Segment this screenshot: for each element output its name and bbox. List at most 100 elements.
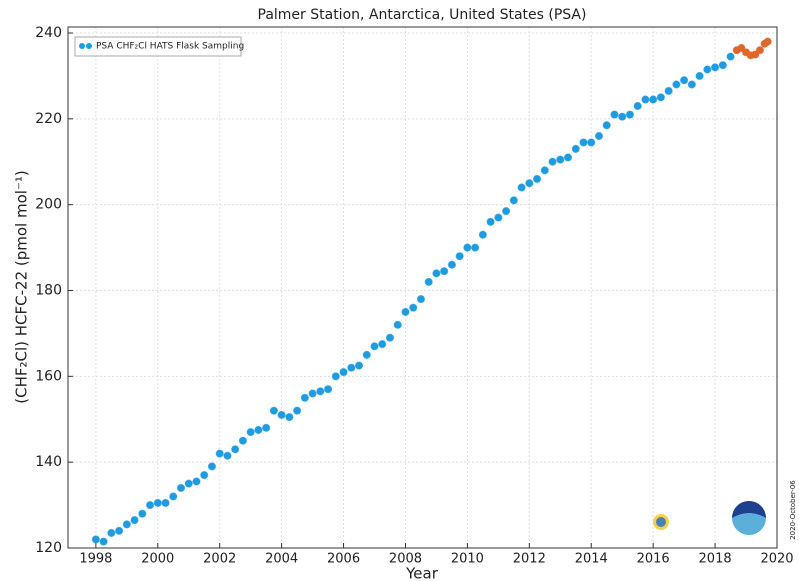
noaa-logo-top bbox=[732, 501, 766, 518]
data-point bbox=[486, 217, 495, 226]
data-point bbox=[633, 101, 642, 111]
data-point bbox=[501, 207, 511, 216]
data-point bbox=[695, 71, 704, 81]
y-tick-label: 220 bbox=[35, 111, 62, 127]
data-point bbox=[416, 294, 426, 304]
data-point bbox=[602, 121, 611, 130]
chart-title: Palmer Station, Antarctica, United State… bbox=[258, 7, 587, 23]
data-point bbox=[432, 269, 441, 278]
data-point bbox=[726, 52, 735, 61]
data-point bbox=[587, 138, 596, 147]
data-point bbox=[99, 537, 108, 546]
data-point bbox=[238, 436, 248, 445]
data-point bbox=[184, 479, 193, 488]
data-point bbox=[703, 65, 712, 74]
data-point bbox=[153, 498, 162, 508]
data-point bbox=[285, 413, 294, 422]
legend: PSA CHF₂Cl HATS Flask Sampling bbox=[74, 36, 244, 57]
x-tick-label: 2020 bbox=[760, 552, 793, 567]
x-tick-label: 2014 bbox=[575, 552, 608, 567]
data-point bbox=[300, 393, 309, 402]
data-point bbox=[680, 76, 689, 85]
data-point bbox=[316, 387, 325, 396]
data-point bbox=[525, 179, 534, 188]
data-point bbox=[362, 350, 371, 359]
y-tick-label: 180 bbox=[35, 283, 62, 299]
x-tick-label: 2018 bbox=[699, 552, 732, 567]
x-axis-label: Year bbox=[405, 565, 439, 581]
x-tick-label: 2002 bbox=[203, 552, 236, 567]
data-point bbox=[323, 385, 333, 394]
data-point bbox=[339, 367, 348, 377]
x-tick-label: 2006 bbox=[327, 552, 360, 567]
data-point bbox=[556, 155, 565, 164]
legend-box bbox=[74, 36, 242, 57]
x-tick-label: 2012 bbox=[513, 552, 546, 567]
data-point bbox=[532, 174, 542, 184]
data-point bbox=[610, 110, 619, 119]
data-point bbox=[447, 260, 457, 269]
data-point bbox=[409, 303, 418, 312]
data-point bbox=[455, 252, 464, 261]
data-point bbox=[463, 243, 472, 252]
data-point bbox=[625, 110, 635, 119]
data-point bbox=[215, 449, 224, 458]
date-stamp: 2020-October-06 bbox=[789, 480, 797, 540]
data-point bbox=[401, 307, 410, 317]
y-tick-label: 120 bbox=[35, 540, 62, 556]
data-point bbox=[347, 363, 356, 372]
data-point bbox=[687, 80, 696, 89]
data-point bbox=[262, 423, 271, 432]
data-point bbox=[269, 406, 278, 415]
y-tick-label: 240 bbox=[35, 25, 62, 41]
data-point bbox=[672, 80, 681, 89]
data-point bbox=[331, 372, 340, 381]
data-point bbox=[169, 492, 178, 501]
y-axis-label: (CHF₂Cl) HCFC-22 (pmol mol⁻¹) bbox=[13, 170, 31, 403]
data-point bbox=[548, 157, 557, 166]
x-tick-label: 2004 bbox=[265, 552, 298, 567]
data-point bbox=[308, 389, 317, 398]
x-tick-label: 1998 bbox=[79, 552, 112, 567]
data-point bbox=[755, 46, 765, 55]
data-point bbox=[471, 243, 480, 252]
data-point bbox=[246, 428, 255, 437]
data-point bbox=[145, 500, 155, 510]
y-tick-label: 200 bbox=[35, 197, 62, 213]
data-point bbox=[618, 112, 627, 121]
globe-logo bbox=[656, 517, 666, 527]
data-point bbox=[571, 144, 580, 153]
data-point bbox=[494, 213, 503, 222]
data-point bbox=[231, 445, 240, 454]
logo bbox=[653, 501, 766, 535]
data-point bbox=[107, 528, 116, 538]
x-tick-label: 2000 bbox=[141, 552, 174, 567]
data-point bbox=[664, 86, 673, 96]
data-point bbox=[254, 425, 263, 435]
data-point bbox=[424, 277, 433, 287]
data-point bbox=[200, 470, 209, 480]
data-point bbox=[354, 361, 364, 370]
data-point bbox=[594, 131, 604, 141]
x-tick-label: 2008 bbox=[389, 552, 422, 567]
x-tick-label: 2010 bbox=[451, 552, 484, 567]
x-tick-label: 2016 bbox=[637, 552, 670, 567]
data-point bbox=[176, 483, 186, 493]
data-point bbox=[207, 462, 217, 471]
data-point bbox=[641, 95, 650, 104]
data-point bbox=[440, 267, 449, 276]
data-point bbox=[91, 535, 100, 544]
data-point bbox=[370, 342, 379, 351]
plot-frame bbox=[67, 26, 778, 549]
data-point bbox=[763, 37, 772, 46]
data-point bbox=[718, 61, 727, 70]
data-point bbox=[138, 509, 147, 518]
data-point bbox=[649, 95, 658, 104]
data-point bbox=[710, 63, 720, 72]
data-point bbox=[385, 333, 395, 342]
legend-marker bbox=[86, 43, 92, 49]
legend-marker bbox=[79, 43, 85, 49]
data-point bbox=[563, 153, 573, 162]
data-point bbox=[517, 183, 526, 192]
